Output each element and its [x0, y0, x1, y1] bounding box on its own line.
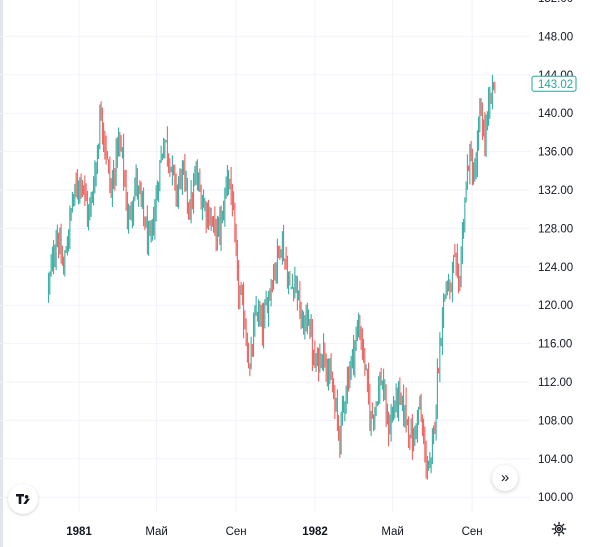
settings-button[interactable] — [550, 520, 568, 538]
y-tick-label: 108.00 — [538, 415, 573, 427]
chart-grid — [0, 0, 530, 512]
double-chevron-right-icon: » — [500, 469, 510, 486]
x-tick-label: 1982 — [302, 526, 328, 538]
left-panel-edge — [0, 0, 3, 547]
last-price-text: 143.02 — [538, 79, 573, 91]
y-tick-label: 148.00 — [538, 31, 573, 43]
y-tick-label: 128.00 — [538, 223, 573, 235]
y-tick-label: 124.00 — [538, 262, 573, 274]
y-tick-label: 120.00 — [538, 300, 573, 312]
last-price-box — [531, 75, 577, 92]
y-tick-label: 100.00 — [538, 492, 573, 504]
x-tick-label: Май — [145, 526, 168, 538]
x-tick-label: Сен — [226, 526, 247, 538]
scroll-to-realtime-button[interactable]: » — [492, 465, 518, 491]
y-tick-label: 116.00 — [538, 339, 572, 351]
y-tick-label: 136.00 — [538, 147, 573, 159]
time-axis[interactable]: 1981 Май Сен 1982 Май Сен — [66, 526, 482, 538]
y-tick-label: 152.00 — [538, 0, 573, 5]
y-tick-label: 140.00 — [538, 108, 573, 120]
y-tick-label: 112.00 — [538, 377, 572, 389]
x-tick-label: Май — [381, 526, 404, 538]
tradingview-logo-icon — [16, 494, 30, 504]
x-tick-label: 1981 — [66, 526, 92, 538]
gear-icon — [551, 521, 567, 537]
x-tick-label: Сен — [462, 526, 483, 538]
tradingview-logo[interactable] — [8, 484, 38, 514]
y-tick-label: 104.00 — [538, 454, 573, 466]
price-axis[interactable]: 100.00 104.00 108.00 112.00 116.00 120.00 124.… — [538, 0, 573, 504]
last-price-label: 143.02 — [531, 75, 577, 92]
candles — [48, 74, 496, 480]
y-tick-label: 132.00 — [538, 185, 573, 197]
